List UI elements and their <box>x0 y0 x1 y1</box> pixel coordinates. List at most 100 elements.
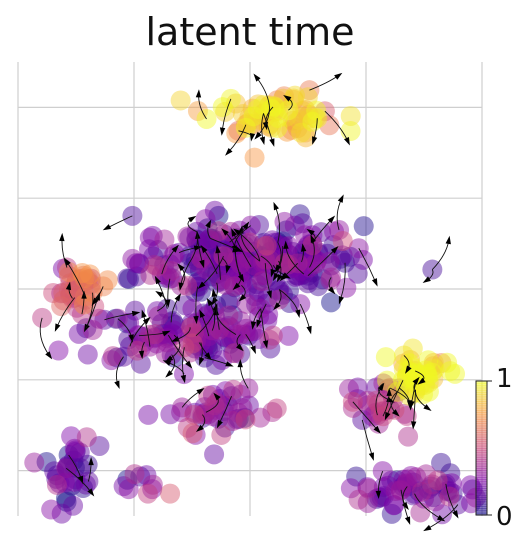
cell-point <box>202 266 223 287</box>
cell-point <box>122 248 143 269</box>
cell-point <box>191 271 212 292</box>
stream-arrowhead <box>283 94 292 102</box>
cell-point <box>261 247 282 268</box>
stream-arrowhead <box>174 293 182 302</box>
cell-point <box>225 93 246 114</box>
cell-point <box>236 293 257 314</box>
stream-arrowhead <box>225 265 231 274</box>
cell-point <box>73 478 94 499</box>
colorbar-segment <box>476 501 487 505</box>
cell-point <box>273 88 294 109</box>
stream-arrowhead <box>164 355 174 363</box>
cell-point <box>49 473 70 494</box>
cell-point <box>259 250 280 271</box>
cell-point <box>250 407 271 428</box>
cell-point <box>64 438 85 459</box>
stream-arrowhead <box>327 215 336 224</box>
cell-point <box>246 253 267 274</box>
cell-point <box>236 318 257 339</box>
stream-arrowhead <box>154 275 161 285</box>
cell-point <box>297 273 318 294</box>
cell-point <box>61 283 82 304</box>
stream-arrowhead <box>165 370 173 378</box>
cell-point <box>162 310 183 331</box>
cell-point <box>130 338 151 359</box>
stream-arrowhead <box>237 359 243 368</box>
cell-point <box>66 271 87 292</box>
stream-arrowhead <box>83 323 90 333</box>
cell-point <box>340 121 361 142</box>
stream-arrowhead <box>197 281 206 289</box>
cell-point <box>179 324 200 345</box>
stream-arrowhead <box>211 288 217 297</box>
cell-point <box>192 407 213 428</box>
cell-point <box>229 247 250 268</box>
cell-point <box>226 123 247 144</box>
cell-point <box>89 435 110 456</box>
cell-point <box>274 86 295 107</box>
colorbar-segment <box>476 434 487 438</box>
cell-point <box>214 326 235 347</box>
cell-point <box>48 340 69 361</box>
cell-point <box>305 253 326 274</box>
cell-point <box>424 359 445 380</box>
stream-arrowhead <box>188 215 197 223</box>
cell-point <box>271 235 292 256</box>
cell-point <box>220 317 241 338</box>
cell-point <box>374 401 395 422</box>
cell-point <box>340 478 361 499</box>
colorbar-segment <box>476 448 487 451</box>
cell-point <box>323 235 344 256</box>
cell-point <box>184 404 205 425</box>
colorbar-segment <box>476 452 487 456</box>
cell-point <box>193 303 214 324</box>
cell-point <box>346 466 367 487</box>
colorbar <box>475 380 492 516</box>
colorbar-segment <box>476 510 487 514</box>
cell-point <box>244 147 265 168</box>
cell-point <box>267 90 288 111</box>
stream-arrowhead <box>88 457 94 466</box>
stream-arrowhead <box>213 392 221 401</box>
cell-point <box>197 230 218 251</box>
cell-point <box>206 399 227 420</box>
colorbar-segment <box>476 494 487 498</box>
cell-point <box>402 338 423 359</box>
cell-point <box>235 117 256 138</box>
cell-point <box>187 272 208 293</box>
cell-point <box>142 474 163 495</box>
cell-point <box>289 204 310 225</box>
cell-point <box>136 465 157 486</box>
cell-point <box>51 283 72 304</box>
cell-point <box>164 314 185 335</box>
cell-point <box>227 249 248 270</box>
cell-point <box>204 444 225 465</box>
cell-point <box>61 426 82 447</box>
colorbar-min-label: 0 <box>496 502 513 532</box>
cell-point <box>393 469 414 490</box>
cell-point <box>61 475 82 496</box>
stream-arrowhead <box>256 319 262 329</box>
colorbar-segment <box>476 423 487 427</box>
cell-point <box>197 235 218 256</box>
cell-point <box>241 256 262 277</box>
cell-point <box>54 472 75 493</box>
cell-point <box>36 452 57 473</box>
cell-point <box>295 255 316 276</box>
colorbar-segment <box>476 445 487 449</box>
cell-point <box>302 262 323 283</box>
cell-point <box>423 487 444 508</box>
cell-point <box>75 289 96 310</box>
velocity-stream-lines <box>39 72 459 532</box>
cell-point <box>284 113 305 134</box>
cell-point <box>208 205 229 226</box>
cell-point <box>73 265 94 286</box>
cell-point <box>298 104 319 125</box>
cell-point <box>421 476 442 497</box>
cell-point <box>238 234 259 255</box>
stream-arrowhead <box>368 452 374 461</box>
stream-arrowhead <box>306 228 315 236</box>
cell-point <box>77 269 98 290</box>
cell-point <box>422 474 443 495</box>
